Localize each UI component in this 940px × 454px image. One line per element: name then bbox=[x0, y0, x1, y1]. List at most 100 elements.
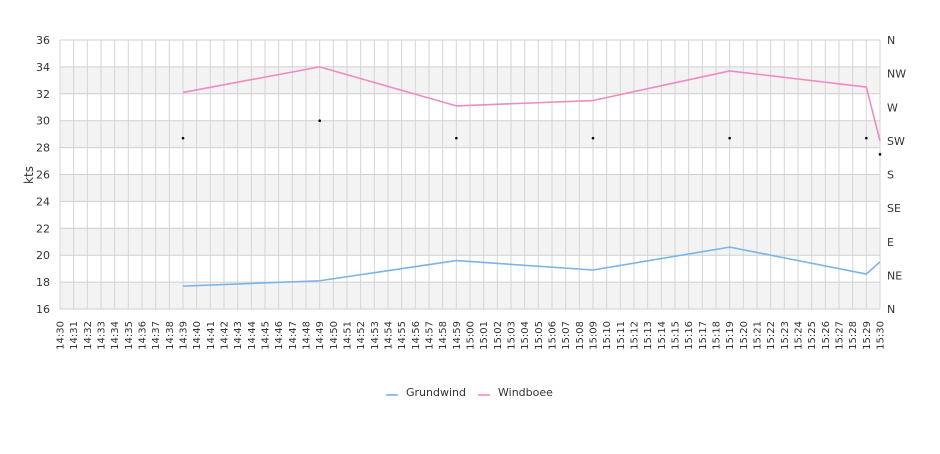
x-tick-label: 15:12 bbox=[630, 321, 641, 350]
direction-tick-label: SE bbox=[887, 202, 901, 215]
x-tick-label: 15:26 bbox=[821, 321, 832, 350]
x-tick-label: 15:21 bbox=[753, 321, 764, 350]
y-tick-label: 20 bbox=[36, 249, 50, 262]
direction-tick-label: W bbox=[887, 101, 898, 114]
series-lines bbox=[182, 66, 881, 287]
x-tick-label: 14:56 bbox=[411, 321, 422, 350]
x-tick-label: 14:53 bbox=[370, 321, 381, 350]
y-axis-title: kts bbox=[22, 166, 36, 184]
series-line-grundwind bbox=[182, 246, 881, 287]
x-tick-label: 14:36 bbox=[138, 321, 149, 350]
series-line-windboee bbox=[182, 66, 881, 142]
x-tick-label: 15:19 bbox=[725, 321, 736, 350]
y-tick-label: 36 bbox=[36, 34, 50, 47]
direction-tick-label: NE bbox=[887, 269, 902, 282]
x-tick-label: 14:43 bbox=[233, 321, 244, 350]
x-tick-label: 14:37 bbox=[151, 321, 162, 350]
x-tick-label: 14:48 bbox=[302, 321, 313, 350]
y-tick-label: 24 bbox=[36, 195, 50, 208]
x-tick-label: 14:47 bbox=[288, 321, 299, 350]
x-tick-label: 15:07 bbox=[561, 321, 572, 350]
y-tick-label: 34 bbox=[36, 61, 50, 74]
x-tick-label: 15:00 bbox=[466, 321, 477, 350]
x-tick-label: 15:08 bbox=[575, 321, 586, 350]
x-tick-label: 14:32 bbox=[83, 321, 94, 350]
x-tick-label: 14:35 bbox=[124, 321, 135, 350]
x-tick-label: 14:58 bbox=[438, 321, 449, 350]
x-tick-label: 14:31 bbox=[69, 321, 80, 350]
x-tick-label: 15:03 bbox=[507, 321, 518, 350]
x-tick-label: 15:04 bbox=[520, 321, 531, 350]
x-tick-label: 15:13 bbox=[643, 321, 654, 350]
x-axis: 14:30 14:31 14:32 14:33 14:34 14:35 14:36 14:37… bbox=[56, 321, 887, 350]
y-tick-label: 28 bbox=[36, 142, 50, 155]
x-tick-label: 15:05 bbox=[534, 321, 545, 350]
x-tick-label: 14:34 bbox=[110, 321, 121, 350]
x-tick-label: 14:50 bbox=[329, 321, 340, 350]
x-tick-label: 15:10 bbox=[602, 321, 613, 350]
x-tick-label: 14:39 bbox=[179, 321, 190, 350]
legend-label[interactable]: Grundwind bbox=[406, 386, 466, 399]
x-tick-label: 14:59 bbox=[452, 321, 463, 350]
x-tick-label: 14:55 bbox=[397, 321, 408, 350]
x-tick-label: 14:54 bbox=[384, 321, 395, 350]
x-tick-label: 14:57 bbox=[425, 321, 436, 350]
direction-points bbox=[181, 119, 882, 156]
y-tick-label: 16 bbox=[36, 303, 50, 316]
x-tick-label: 15:01 bbox=[479, 321, 490, 350]
legend: Grundwind Windboee bbox=[386, 386, 553, 399]
y-tick-label: 32 bbox=[36, 88, 50, 101]
direction-point bbox=[865, 136, 868, 140]
direction-point bbox=[318, 119, 321, 122]
x-tick-label: 14:41 bbox=[206, 321, 217, 350]
y-tick-label: 18 bbox=[36, 276, 50, 289]
direction-point bbox=[878, 153, 882, 156]
direction-tick-label: E bbox=[887, 236, 894, 249]
x-tick-label: 15:09 bbox=[589, 321, 600, 350]
x-tick-label: 15:29 bbox=[862, 321, 873, 350]
x-tick-label: 15:17 bbox=[698, 321, 709, 350]
direction-tick-label: N bbox=[887, 34, 895, 47]
x-tick-label: 14:46 bbox=[274, 321, 285, 350]
x-tick-label: 15:20 bbox=[739, 321, 750, 350]
x-tick-label: 15:15 bbox=[671, 321, 682, 350]
x-tick-label: 15:28 bbox=[848, 321, 859, 350]
y-axis-right: N NE E SE S SW W NW N bbox=[887, 34, 906, 316]
horizontal-gridlines bbox=[60, 39, 880, 310]
direction-point bbox=[591, 136, 595, 140]
x-tick-label: 14:51 bbox=[343, 321, 354, 350]
direction-point bbox=[181, 136, 185, 140]
x-tick-label: 14:33 bbox=[97, 321, 108, 350]
direction-point bbox=[728, 136, 731, 140]
direction-tick-label: SW bbox=[887, 135, 905, 148]
x-tick-label: 15:27 bbox=[835, 321, 846, 350]
y-tick-label: 30 bbox=[36, 115, 50, 128]
direction-point bbox=[455, 136, 458, 140]
x-tick-label: 15:02 bbox=[493, 321, 504, 350]
x-tick-label: 15:16 bbox=[684, 321, 695, 350]
x-tick-label: 14:49 bbox=[315, 321, 326, 350]
direction-tick-label: S bbox=[887, 169, 894, 182]
x-tick-label: 14:30 bbox=[56, 321, 67, 350]
x-tick-label: 15:14 bbox=[657, 321, 668, 350]
x-tick-label: 14:42 bbox=[220, 321, 231, 350]
x-tick-label: 14:44 bbox=[247, 321, 258, 350]
y-axis-left: 16 18 20 22 24 26 28 30 32 34 36 bbox=[36, 34, 50, 316]
direction-tick-label: NW bbox=[887, 68, 906, 81]
x-tick-label: 15:18 bbox=[712, 321, 723, 350]
x-tick-label: 15:25 bbox=[807, 321, 818, 350]
y-tick-label: 22 bbox=[36, 222, 50, 235]
x-tick-label: 15:11 bbox=[616, 321, 627, 350]
x-tick-label: 15:30 bbox=[876, 321, 887, 350]
y-tick-label: 26 bbox=[36, 169, 50, 182]
x-tick-label: 14:45 bbox=[261, 321, 272, 350]
x-tick-label: 15:06 bbox=[548, 321, 559, 350]
x-tick-label: 15:23 bbox=[780, 321, 791, 350]
legend-label[interactable]: Windboee bbox=[498, 386, 553, 399]
direction-tick-label: N bbox=[887, 303, 895, 316]
x-tick-label: 15:22 bbox=[766, 321, 777, 350]
x-tick-label: 14:52 bbox=[356, 321, 367, 350]
x-tick-label: 14:38 bbox=[165, 321, 176, 350]
